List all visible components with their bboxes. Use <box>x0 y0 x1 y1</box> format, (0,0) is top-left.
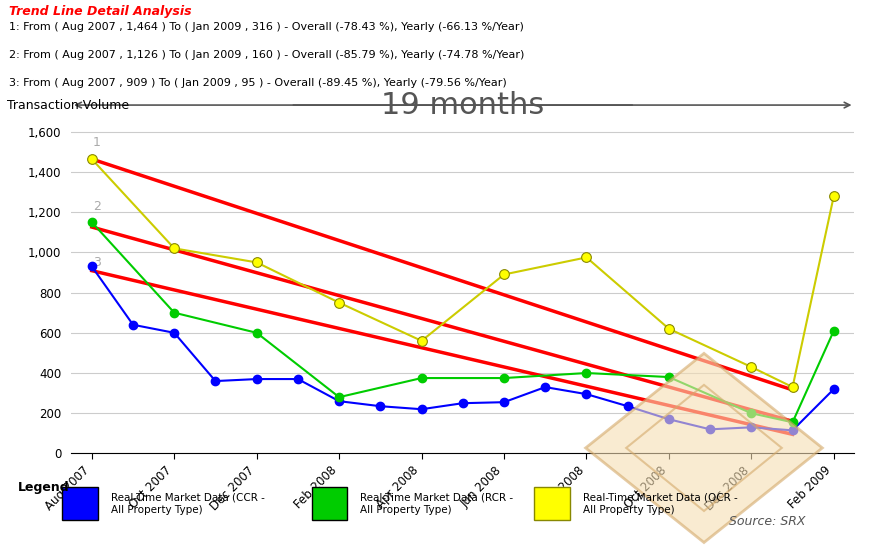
FancyBboxPatch shape <box>534 487 570 520</box>
Text: Source: SRX: Source: SRX <box>729 515 805 528</box>
Text: 3: From ( Aug 2007 , 909 ) To ( Jan 2009 , 95 ) - Overall (-89.45 %), Yearly (-7: 3: From ( Aug 2007 , 909 ) To ( Jan 2009… <box>9 77 506 87</box>
Text: Legend: Legend <box>18 481 69 494</box>
PathPatch shape <box>586 353 822 542</box>
Text: 1: From ( Aug 2007 , 1,464 ) To ( Jan 2009 , 316 ) - Overall (-78.43 %), Yearly : 1: From ( Aug 2007 , 1,464 ) To ( Jan 20… <box>9 22 524 32</box>
Text: Real-Time Market Data (RCR -
All Property Type): Real-Time Market Data (RCR - All Propert… <box>360 493 514 515</box>
Text: Real-Time Market Data (OCR -
All Property Type): Real-Time Market Data (OCR - All Propert… <box>583 493 738 515</box>
Text: 2: From ( Aug 2007 , 1,126 ) To ( Jan 2009 , 160 ) - Overall (-85.79 %), Yearly : 2: From ( Aug 2007 , 1,126 ) To ( Jan 20… <box>9 50 524 60</box>
Text: Trend Line Detail Analysis: Trend Line Detail Analysis <box>9 5 191 18</box>
FancyBboxPatch shape <box>62 487 98 520</box>
Text: 1: 1 <box>93 135 101 149</box>
FancyBboxPatch shape <box>312 487 347 520</box>
Text: Transaction Volume: Transaction Volume <box>7 98 129 112</box>
Text: 19 months: 19 months <box>381 91 545 119</box>
Text: 3: 3 <box>93 257 101 269</box>
Text: Real-Time Market Data (CCR -
All Property Type): Real-Time Market Data (CCR - All Propert… <box>111 493 265 515</box>
Text: 2: 2 <box>93 200 101 213</box>
